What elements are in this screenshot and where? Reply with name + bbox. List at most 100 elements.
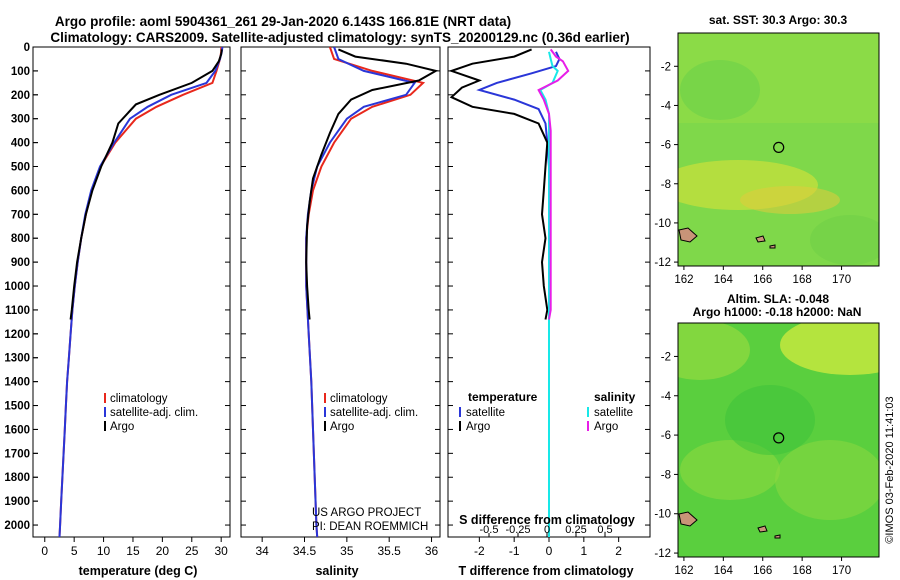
map-x-tick-label: 162 [674, 274, 693, 286]
sla-map-title: Altim. SLA: -0.048 [727, 292, 829, 306]
map-y-tick-label: -2 [661, 61, 671, 73]
depth-tick-label: 200 [11, 90, 30, 102]
x-tick-label: 30 [214, 544, 228, 558]
sla-map [678, 323, 879, 557]
legend-label: Argo [594, 421, 618, 433]
series-line-argo [69, 49, 223, 320]
salinity-x-axis-label: salinity [315, 564, 358, 578]
series-group [305, 47, 439, 537]
map-x-tick-label: 168 [793, 274, 812, 286]
s-diff-tick-label: 0.5 [597, 524, 612, 536]
map-y-tick-label: -10 [654, 509, 671, 521]
x-tick-label: 20 [156, 544, 170, 558]
legend-header-temperature: temperature [468, 390, 538, 404]
sst-map-title: sat. SST: 30.3 Argo: 30.3 [709, 13, 848, 27]
depth-tick-label: 1800 [4, 472, 30, 484]
map-y-tick-label: -12 [654, 548, 671, 560]
map-y-tick-label: -10 [654, 218, 671, 230]
x-tick-label: 5 [71, 544, 78, 558]
salinity-panel: 34 34.5 35 35.5 36 climatology satellite-adj. … [241, 46, 440, 558]
depth-tick-label: 2000 [4, 520, 30, 532]
x-tick-label: 34.5 [293, 544, 317, 558]
argo-location-marker [773, 432, 785, 444]
depth-tick-label: 1300 [4, 353, 30, 365]
figure-title-line-1: Argo profile: aoml 5904361_261 29-Jan-20… [55, 14, 511, 29]
x-tick-label: 36 [425, 544, 439, 558]
map-x-tick-label: 170 [832, 565, 851, 577]
s-diff-tick-label: -0.25 [505, 524, 530, 536]
legend-label: climatology [110, 393, 168, 405]
figure-title-line-2: Climatology: CARS2009. Satellite-adjuste… [50, 30, 629, 45]
x-tick-label: 0 [41, 544, 48, 558]
x-tick-label: 1 [580, 544, 587, 558]
series-line-t-satellite [476, 51, 561, 537]
legend-header-salinity: salinity [594, 390, 636, 404]
depth-tick-label: 400 [11, 138, 30, 150]
depth-tick-label: 100 [11, 66, 30, 78]
map-y-tick-label: -6 [661, 430, 671, 442]
salinity-panel-frame [240, 46, 441, 538]
x-tick-label: 25 [185, 544, 199, 558]
temperature-x-axis-label: temperature (deg C) [79, 564, 198, 578]
map-x-tick-label: 164 [714, 274, 734, 286]
sla-map-frame [677, 322, 880, 558]
depth-tick-label: 1900 [4, 496, 30, 508]
sst-map-axes: 162 164 166 168 170 -2 -4 -6 -8 -10 -12 [654, 61, 851, 286]
depth-tick-label: 1500 [4, 401, 30, 413]
x-tick-label: 34 [255, 544, 269, 558]
sst-map [678, 33, 879, 266]
imos-timestamp: ©IMOS 03-Feb-2020 11:41:03 [884, 396, 896, 543]
map-y-tick-label: -4 [661, 391, 672, 403]
map-x-tick-label: 164 [714, 565, 734, 577]
legend-label: satellite [466, 407, 505, 419]
map-x-tick-label: 166 [753, 565, 772, 577]
t-difference-x-axis-label: T difference from climatology [458, 564, 633, 578]
map-x-tick-label: 170 [832, 274, 851, 286]
legend-label: satellite-adj. clim. [110, 407, 198, 419]
x-tick-label: 2 [615, 544, 622, 558]
legend-label: climatology [330, 393, 388, 405]
series-line-argo [305, 48, 439, 320]
map-y-tick-label: -12 [654, 257, 671, 269]
map-y-tick-label: -6 [661, 140, 671, 152]
series-line-climatology [305, 47, 426, 537]
depth-tick-label: 300 [11, 114, 30, 126]
sla-map-axes: 162 164 166 168 170 -2 -4 -6 -8 -10 -12 [654, 351, 851, 577]
sla-map-subtitle: Argo h1000: -0.18 h2000: NaN [693, 305, 862, 319]
temperature-panel-frame [32, 46, 231, 538]
map-y-tick-label: -2 [661, 351, 671, 363]
x-tick-label: 35.5 [378, 544, 402, 558]
argo-location-marker [773, 141, 785, 154]
map-x-tick-label: 168 [793, 565, 812, 577]
depth-tick-label: 0 [24, 42, 30, 54]
map-x-tick-label: 166 [753, 274, 772, 286]
legend-label: satellite-adj. clim. [330, 407, 418, 419]
map-x-tick-label: 162 [674, 565, 693, 577]
pi-credit: PI: DEAN ROEMMICH [312, 521, 428, 533]
map-y-tick-label: -4 [661, 100, 672, 112]
legend-label: Argo [466, 421, 490, 433]
depth-tick-label: 600 [11, 185, 30, 197]
series-line-climatology [58, 47, 223, 537]
s-diff-tick-label: -0.5 [480, 524, 499, 536]
x-tick-label: 35 [340, 544, 354, 558]
x-tick-label: 10 [97, 544, 111, 558]
series-group [448, 48, 570, 537]
series-line-satellite [58, 47, 224, 537]
depth-tick-label: 1100 [5, 305, 30, 317]
depth-axis: 0 100 200 300 400 500 600 700 800 900 1000 1100 1200… [4, 42, 38, 532]
depth-tick-label: 800 [11, 233, 30, 245]
depth-tick-label: 700 [11, 209, 30, 221]
legend-label: Argo [330, 421, 354, 433]
depth-tick-label: 1600 [4, 424, 30, 436]
x-tick-label: -2 [474, 544, 485, 558]
x-tick-label: 0 [546, 544, 553, 558]
series-line-satellite [305, 47, 417, 537]
s-diff-tick-label: 0.25 [565, 524, 586, 536]
depth-tick-label: 1700 [4, 448, 30, 460]
series-line-t-argo [448, 48, 549, 320]
map-y-tick-label: -8 [661, 179, 671, 191]
difference-panel: -2 -1 0 1 2 temperature salinity satellite Argo s… [448, 46, 650, 558]
s-diff-tick-label: 0 [544, 524, 550, 536]
